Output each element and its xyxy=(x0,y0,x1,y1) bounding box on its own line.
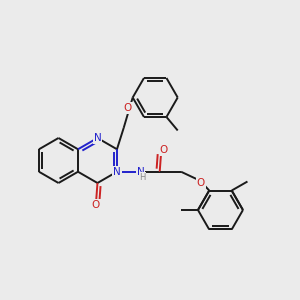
Text: O: O xyxy=(160,145,168,155)
Text: O: O xyxy=(124,103,132,113)
Text: O: O xyxy=(197,178,205,188)
Text: N: N xyxy=(113,167,121,177)
Text: N: N xyxy=(137,167,145,177)
Text: O: O xyxy=(92,200,100,210)
Text: H: H xyxy=(139,173,146,182)
Text: N: N xyxy=(94,133,101,143)
